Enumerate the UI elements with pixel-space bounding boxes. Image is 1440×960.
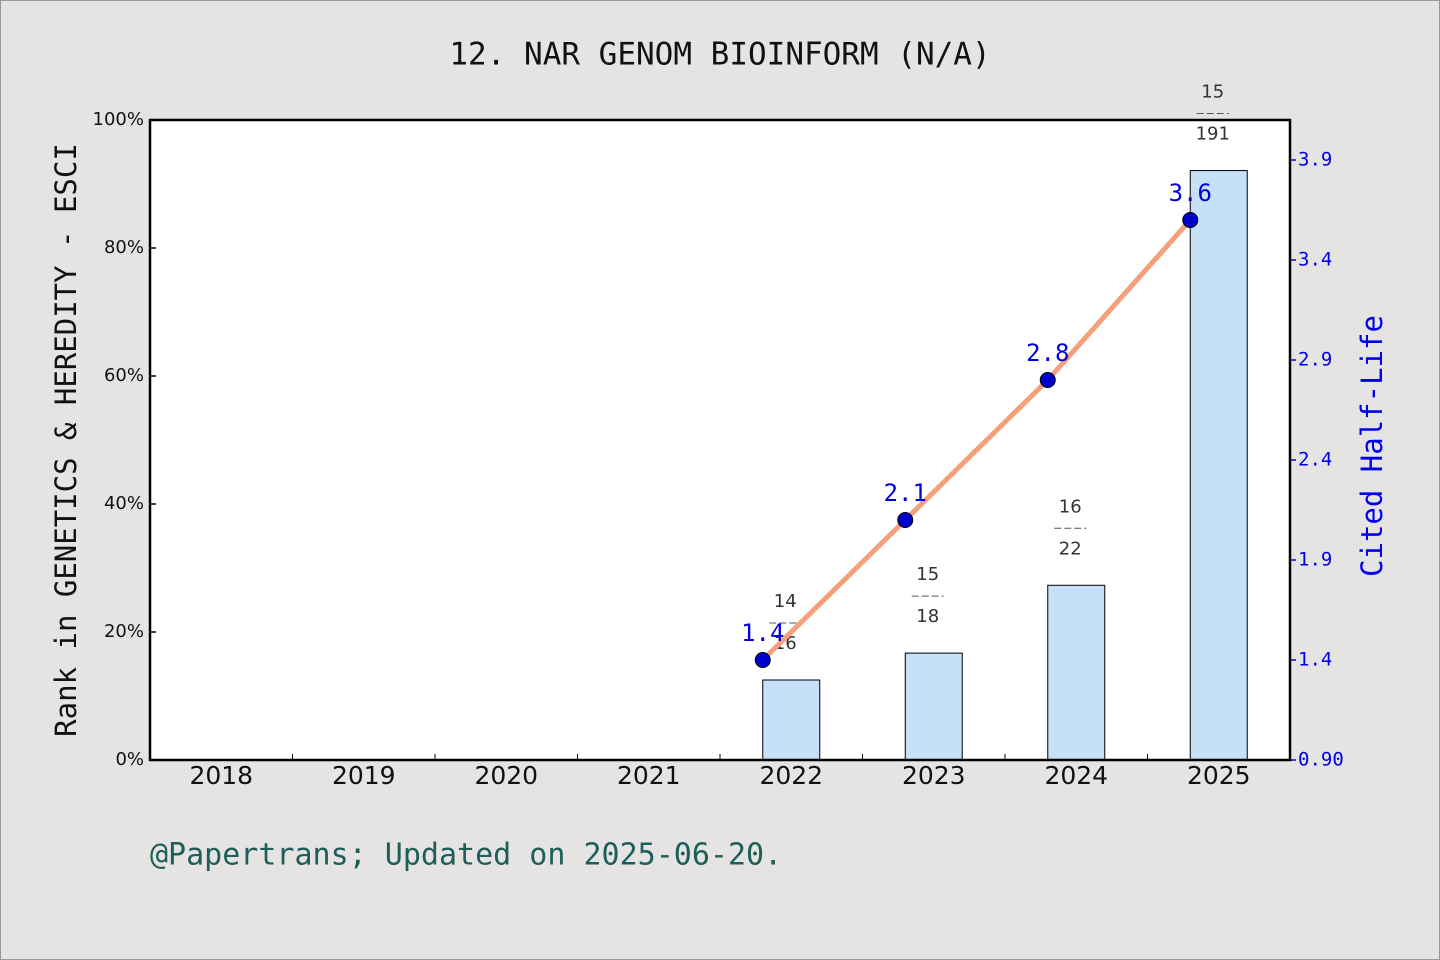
plot-area — [150, 120, 1290, 760]
point-label: 2.8 — [1026, 339, 1069, 367]
point-label: 2.1 — [884, 479, 927, 507]
y2-tick-label: 2.9 — [1298, 349, 1332, 371]
y2-tick-label: 1.9 — [1298, 549, 1332, 571]
footer: @Papertrans; Updated on 2025-06-20. — [150, 838, 782, 873]
rank-total-label: 191 — [1196, 124, 1230, 145]
point — [1182, 212, 1199, 228]
rank-label: 16 — [1059, 496, 1082, 517]
rank-label: 15 — [1201, 82, 1224, 103]
y2-tick-label: 2.4 — [1298, 449, 1332, 471]
y-axis-label: Rank in GENETICS & HEREDITY - ESCI — [49, 143, 83, 737]
x-tick-label: 2023 — [902, 761, 966, 790]
point — [754, 652, 771, 668]
y2-tick-label: 3.4 — [1298, 249, 1332, 271]
x-tick-label: 2022 — [759, 761, 823, 790]
y-tick-label: 40% — [104, 493, 144, 514]
y-tick-label: 60% — [104, 365, 144, 386]
y-tick-label: 100% — [93, 109, 144, 130]
rank-label: 15 — [916, 564, 939, 585]
point-label: 3.6 — [1169, 179, 1212, 207]
x-tick-label: 2025 — [1187, 761, 1251, 790]
bar — [762, 679, 821, 761]
x-tick-label: 2024 — [1044, 761, 1108, 790]
rank-total-label: 22 — [1059, 538, 1082, 559]
bar — [1189, 170, 1248, 761]
rank-total-label: 16 — [774, 633, 797, 654]
y2-tick-label: 0.90 — [1298, 749, 1344, 771]
x-tick-label: 2020 — [474, 761, 538, 790]
point — [1039, 372, 1056, 388]
y-tick-label: 0% — [115, 749, 144, 770]
rank-total-label: 18 — [916, 606, 939, 627]
x-tick-label: 2018 — [189, 761, 253, 790]
y2-tick-label: 3.9 — [1298, 149, 1332, 171]
chart-title: 12. NAR GENOM BIOINFORM (N/A) — [449, 37, 990, 73]
rank-label: 14 — [774, 591, 797, 612]
bar — [904, 652, 963, 761]
plot-frame — [148, 118, 1292, 762]
point-label: 1.4 — [741, 619, 784, 647]
y2-axis-label: Cited Half-Life — [1355, 315, 1389, 577]
y-tick-label: 20% — [104, 621, 144, 642]
line — [760, 218, 1193, 662]
y-tick-label: 80% — [104, 237, 144, 258]
bar — [1047, 584, 1106, 761]
x-tick-label: 2021 — [617, 761, 681, 790]
plot: 0% 20% 40% 60% 80% 100% 0.90 1.4 1.9 2.4 2.9 3.4 3.9… — [93, 82, 1344, 790]
point — [897, 512, 914, 528]
x-tick-label: 2019 — [332, 761, 396, 790]
y2-tick-label: 1.4 — [1298, 649, 1332, 671]
